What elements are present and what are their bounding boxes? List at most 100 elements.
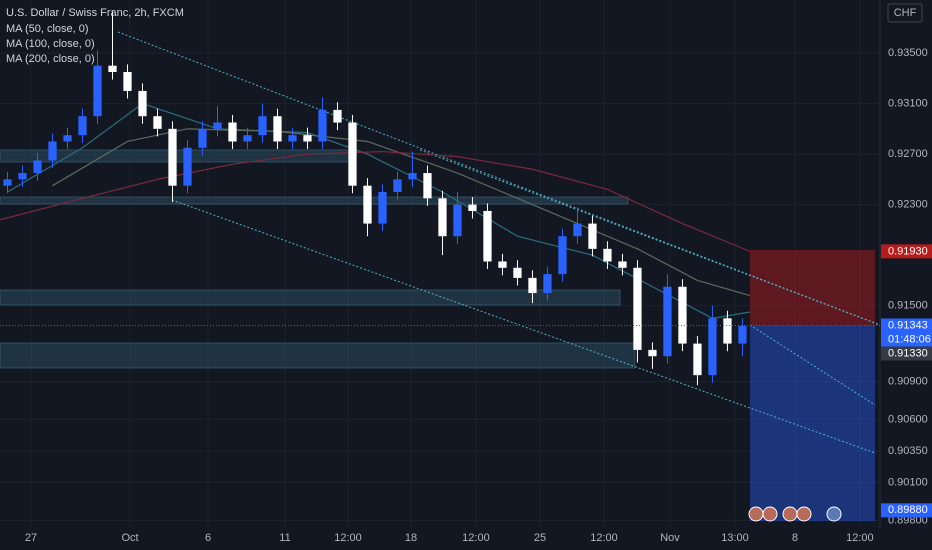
candle-body bbox=[543, 274, 552, 294]
candle-body bbox=[333, 109, 342, 123]
x-tick-label: 25 bbox=[534, 532, 546, 544]
candle-body bbox=[438, 198, 447, 237]
candle-body bbox=[108, 65, 117, 72]
x-tick-label: 6 bbox=[205, 532, 211, 544]
symbol-title[interactable]: U.S. Dollar / Swiss Franc, 2h, FXCM bbox=[6, 7, 184, 19]
candle-body bbox=[693, 343, 702, 376]
x-tick-label: 8 bbox=[792, 532, 798, 544]
candle-body bbox=[138, 90, 147, 117]
event-icon[interactable] bbox=[748, 506, 764, 522]
legend-entry[interactable]: MA (100, close, 0) bbox=[6, 38, 95, 50]
candles bbox=[3, 11, 747, 386]
x-tick-label: 12:00 bbox=[846, 532, 874, 544]
price-label: 0.91343 bbox=[888, 319, 928, 331]
price-axis: CHF 0.93500 0.93100 0.92700 0.92300 0.91500 0… bbox=[879, 0, 932, 550]
target-zone[interactable] bbox=[750, 325, 875, 521]
event-icon[interactable] bbox=[796, 506, 812, 522]
candle-body bbox=[528, 277, 537, 294]
legend-entry[interactable]: MA (50, close, 0) bbox=[6, 23, 89, 35]
candle-body bbox=[213, 122, 222, 129]
candle-body bbox=[618, 261, 627, 268]
y-tick-label: 0.89800 bbox=[888, 514, 928, 526]
candle-body bbox=[318, 109, 327, 142]
candle-body bbox=[738, 325, 747, 344]
candle-body bbox=[648, 349, 657, 357]
y-tick-label: 0.90100 bbox=[888, 476, 928, 488]
candle-body bbox=[708, 318, 717, 376]
candle-body bbox=[153, 116, 162, 129]
candle-body bbox=[93, 65, 102, 117]
candle-body bbox=[3, 179, 12, 186]
y-tick-label: 0.90600 bbox=[888, 413, 928, 425]
axis-bg bbox=[880, 0, 932, 550]
zone bbox=[0, 289, 621, 306]
x-tick-label: 27 bbox=[25, 532, 37, 544]
candle-body bbox=[513, 267, 522, 278]
event-icon[interactable] bbox=[762, 506, 778, 522]
legend: U.S. Dollar / Swiss Franc, 2h, FXCM MA (… bbox=[6, 7, 184, 65]
y-tick-label: 0.92700 bbox=[888, 148, 928, 160]
candle-body bbox=[183, 147, 192, 186]
x-tick-label: 13:00 bbox=[721, 532, 749, 544]
y-tick-label: 0.90350 bbox=[888, 445, 928, 457]
y-tick-label: 0.91500 bbox=[888, 300, 928, 312]
trend-line bbox=[749, 324, 876, 406]
candle-body bbox=[18, 173, 27, 180]
candle-body bbox=[363, 185, 372, 224]
currency[interactable]: CHF bbox=[894, 7, 917, 19]
x-tick-label: Oct bbox=[121, 532, 138, 544]
y-tick-label: 0.93100 bbox=[888, 97, 928, 109]
candle-body bbox=[123, 72, 132, 91]
candle-body bbox=[663, 286, 672, 357]
candle-body bbox=[588, 223, 597, 249]
candle-body bbox=[468, 204, 477, 211]
x-tick-label: Nov bbox=[660, 532, 680, 544]
candle-body bbox=[573, 223, 582, 237]
countdown: 01:48:06 bbox=[888, 333, 931, 345]
candle-body bbox=[558, 236, 567, 275]
candle-body bbox=[33, 160, 42, 174]
x-tick-label: 18 bbox=[405, 532, 417, 544]
x-tick-label: 11 bbox=[279, 532, 290, 544]
candle-body bbox=[243, 135, 252, 142]
event-icon[interactable] bbox=[782, 506, 798, 522]
event-icon[interactable] bbox=[826, 506, 842, 522]
candle-body bbox=[273, 116, 282, 142]
stop-zone[interactable] bbox=[750, 250, 875, 325]
x-tick-label: 12:00 bbox=[590, 532, 618, 544]
x-tick-label: 12:00 bbox=[462, 532, 490, 544]
candle-body bbox=[453, 204, 462, 237]
zone bbox=[0, 342, 636, 369]
currency-box[interactable] bbox=[887, 3, 923, 23]
candle-body bbox=[168, 128, 177, 186]
price-label-box bbox=[881, 346, 932, 361]
y-tick-label: 0.92300 bbox=[888, 199, 928, 211]
price-label: 0.91330 bbox=[888, 347, 928, 359]
trend-lines bbox=[117, 31, 881, 454]
candle-body bbox=[678, 286, 687, 344]
candle-body bbox=[423, 173, 432, 199]
candle-body bbox=[393, 179, 402, 192]
candle-body bbox=[348, 122, 357, 186]
ma-line bbox=[7, 102, 751, 319]
price-label: 0.91930 bbox=[888, 245, 928, 257]
events[interactable] bbox=[748, 506, 842, 522]
candle-body bbox=[288, 135, 297, 142]
candle-body bbox=[198, 128, 207, 148]
legend-entry[interactable]: MA (200, close, 0) bbox=[6, 53, 95, 65]
price-label-box bbox=[881, 503, 932, 518]
candle-body bbox=[63, 135, 72, 142]
candle-body bbox=[228, 122, 237, 142]
y-tick-label: 0.90900 bbox=[888, 375, 928, 387]
price-label-box bbox=[881, 244, 932, 259]
candle-body bbox=[378, 192, 387, 224]
candle-body bbox=[633, 267, 642, 350]
candle-body bbox=[498, 261, 507, 268]
x-tick-label: 12:00 bbox=[334, 532, 362, 544]
candle-body bbox=[258, 116, 267, 136]
position-tool[interactable] bbox=[750, 250, 875, 521]
candle-body bbox=[603, 248, 612, 262]
